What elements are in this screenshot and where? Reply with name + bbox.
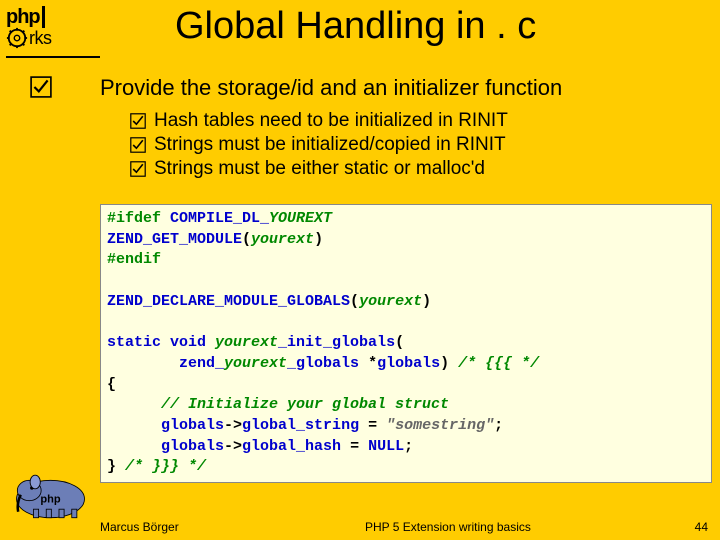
code-token: yourext: [215, 334, 278, 351]
code-token: yourext: [224, 355, 287, 372]
checkbox-icon: [130, 161, 146, 177]
code-token: =: [368, 417, 386, 434]
sub-bullet-item: Hash tables need to be initialized in RI…: [130, 110, 508, 132]
footer-title: PHP 5 Extension writing basics: [365, 520, 531, 534]
code-token: /* {{{ */: [458, 355, 539, 372]
svg-text:php: php: [40, 493, 60, 505]
code-token: static void: [107, 334, 215, 351]
checkbox-icon: [130, 113, 146, 129]
code-token: // Initialize your global struct: [161, 396, 449, 413]
code-token: yourext: [359, 293, 422, 310]
sub-bullet-item: Strings must be initialized/copied in RI…: [130, 134, 508, 156]
php-works-logo: php rks: [6, 6, 100, 49]
code-token: _init_globals: [278, 334, 395, 351]
code-token: ->: [224, 417, 242, 434]
footer-page-number: 44: [695, 520, 708, 534]
code-token: COMPILE_DL_: [170, 210, 269, 227]
code-token: globals: [377, 355, 440, 372]
code-token: /* }}} */: [125, 458, 206, 475]
code-token: ZEND_GET_MODULE: [107, 231, 242, 248]
code-token: yourext: [251, 231, 314, 248]
code-block: #ifdef COMPILE_DL_YOUREXT ZEND_GET_MODUL…: [100, 204, 712, 483]
gear-icon: [6, 27, 28, 49]
code-token: NULL: [368, 438, 404, 455]
logo-bar: [42, 6, 45, 28]
php-elephant-logo: php: [8, 465, 93, 520]
code-token: YOUREXT: [269, 210, 332, 227]
sub-bullet-text: Strings must be either static or malloc'…: [154, 158, 485, 180]
code-token: *: [368, 355, 377, 372]
code-token: ): [440, 355, 458, 372]
sub-bullet-list: Hash tables need to be initialized in RI…: [130, 110, 508, 182]
main-bullet-text: Provide the storage/id and an initialize…: [100, 75, 562, 101]
code-token: #endif: [107, 251, 161, 268]
checkbox-icon: [30, 76, 52, 98]
sub-bullet-text: Hash tables need to be initialized in RI…: [154, 110, 508, 132]
code-token: ): [422, 293, 431, 310]
code-token: zend_: [107, 355, 224, 372]
code-token: ->: [224, 438, 242, 455]
code-token: (: [242, 231, 251, 248]
code-token: ;: [494, 417, 503, 434]
code-token: (: [395, 334, 404, 351]
code-token: =: [350, 438, 368, 455]
code-token: _globals: [287, 355, 368, 372]
sub-bullet-text: Strings must be initialized/copied in RI…: [154, 134, 506, 156]
code-token: ): [314, 231, 323, 248]
logo-underline: [6, 56, 100, 58]
code-token: global_string: [242, 417, 368, 434]
code-token: {: [107, 376, 116, 393]
code-token: ;: [404, 438, 413, 455]
code-token: ZEND_DECLARE_MODULE_GLOBALS: [107, 293, 350, 310]
code-token: globals: [107, 417, 224, 434]
code-token: [107, 396, 161, 413]
checkbox-icon: [130, 137, 146, 153]
footer-author: Marcus Börger: [100, 520, 179, 534]
sub-bullet-item: Strings must be either static or malloc'…: [130, 158, 508, 180]
code-token: #ifdef: [107, 210, 170, 227]
logo-works-text: rks: [29, 28, 52, 49]
slide-title: Global Handling in . c: [175, 5, 536, 48]
code-token: (: [350, 293, 359, 310]
code-token: globals: [107, 438, 224, 455]
code-token: }: [107, 458, 125, 475]
logo-php-text: php: [6, 6, 40, 28]
code-token: "somestring": [386, 417, 494, 434]
code-token: global_hash: [242, 438, 350, 455]
